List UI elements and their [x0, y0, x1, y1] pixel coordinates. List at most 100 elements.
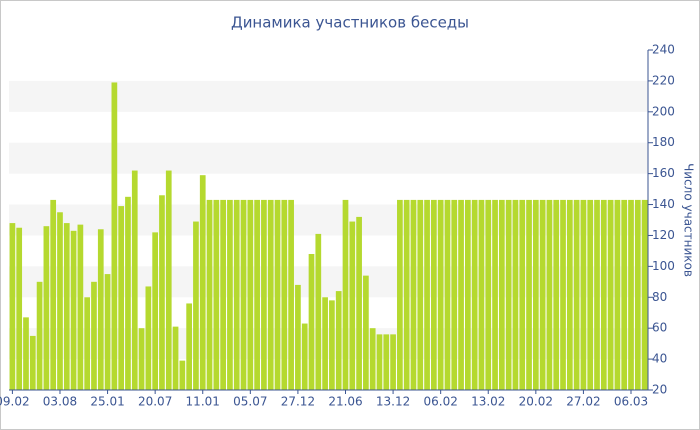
- bar: [233, 199, 240, 390]
- bar: [118, 206, 125, 390]
- bar: [267, 199, 274, 390]
- bar: [539, 199, 546, 390]
- bar: [335, 291, 342, 390]
- x-tick-label: 27.12: [281, 395, 315, 409]
- x-tick-label: 20.02: [519, 395, 553, 409]
- bar: [498, 199, 505, 390]
- y-tick-label: 120: [652, 228, 675, 242]
- bar: [274, 199, 281, 390]
- bar: [437, 199, 444, 390]
- bar: [43, 226, 50, 390]
- bar: [580, 199, 587, 390]
- bar: [587, 199, 594, 390]
- bar: [566, 199, 573, 390]
- bar: [125, 196, 131, 390]
- bar: [240, 199, 247, 390]
- y-tick-label: 100: [652, 259, 675, 273]
- bar: [607, 199, 614, 390]
- bar: [512, 199, 519, 390]
- bar: [172, 326, 179, 390]
- bar: [295, 284, 301, 390]
- bar: [342, 199, 349, 390]
- bar: [91, 281, 97, 390]
- bar: [247, 199, 254, 390]
- bar: [29, 335, 36, 390]
- bar: [186, 303, 192, 390]
- y-tick-label: 60: [652, 321, 667, 335]
- bar: [369, 328, 376, 390]
- bar: [390, 334, 396, 390]
- bar: [329, 300, 335, 390]
- x-tick-label: 03.08: [43, 395, 77, 409]
- bar: [9, 223, 16, 390]
- bar: [206, 199, 213, 390]
- bar: [138, 328, 145, 390]
- x-tick-label: 06.03: [614, 395, 648, 409]
- bar: [451, 199, 458, 390]
- x-tick-label: 27.02: [566, 395, 600, 409]
- bar: [57, 212, 63, 390]
- bar: [471, 199, 478, 390]
- bar: [165, 170, 172, 390]
- bar: [63, 223, 70, 390]
- x-tick-label: 05.07: [233, 395, 267, 409]
- bar: [458, 199, 464, 390]
- bar: [77, 224, 84, 390]
- bar: [36, 281, 43, 390]
- y-tick-label: 160: [652, 166, 675, 180]
- bar: [485, 199, 492, 390]
- bar: [403, 199, 410, 390]
- bar: [614, 199, 621, 390]
- bar: [104, 274, 111, 390]
- bar: [349, 221, 356, 390]
- y-tick-label: 180: [652, 135, 675, 149]
- bar: [376, 334, 383, 390]
- bar: [410, 199, 417, 390]
- chart-title: Динамика участников беседы: [231, 14, 469, 32]
- x-tick-label: 13.12: [376, 395, 410, 409]
- bar: [573, 199, 580, 390]
- bar: [356, 216, 362, 390]
- x-tick-label: 09.02: [0, 395, 30, 409]
- y-tick-label: 20: [652, 383, 667, 397]
- bar: [97, 229, 104, 390]
- bar: [431, 199, 437, 390]
- bar: [444, 199, 451, 390]
- bar: [261, 199, 267, 390]
- bar: [363, 275, 369, 390]
- bar: [417, 199, 424, 390]
- grid-band: [9, 80, 648, 112]
- bar: [179, 360, 186, 390]
- bar: [145, 286, 152, 390]
- y-tick-label: 200: [652, 104, 675, 118]
- bar: [281, 199, 288, 390]
- bar: [193, 221, 199, 390]
- bar: [227, 199, 233, 390]
- bar: [16, 227, 23, 390]
- bar: [553, 199, 560, 390]
- bar: [199, 175, 206, 390]
- bar: [478, 199, 485, 390]
- x-tick-label: 20.07: [138, 395, 172, 409]
- bar: [560, 199, 566, 390]
- bar: [301, 323, 308, 390]
- bar: [213, 199, 220, 390]
- grid-band: [9, 142, 648, 174]
- bar: [84, 297, 91, 390]
- y-tick-label: 40: [652, 352, 667, 366]
- bar: [492, 199, 498, 390]
- x-tick-label: 06.02: [423, 395, 457, 409]
- bar: [505, 199, 512, 390]
- x-tick-label: 13.02: [471, 395, 505, 409]
- bar: [315, 233, 322, 390]
- bar: [397, 199, 403, 390]
- bar: [50, 199, 57, 390]
- bar: [70, 230, 77, 390]
- bar: [131, 170, 138, 390]
- y-tick-label: 240: [652, 43, 675, 57]
- bar: [220, 199, 226, 390]
- y-tick-label: 140: [652, 197, 675, 211]
- bar: [628, 199, 634, 390]
- bar: [526, 199, 532, 390]
